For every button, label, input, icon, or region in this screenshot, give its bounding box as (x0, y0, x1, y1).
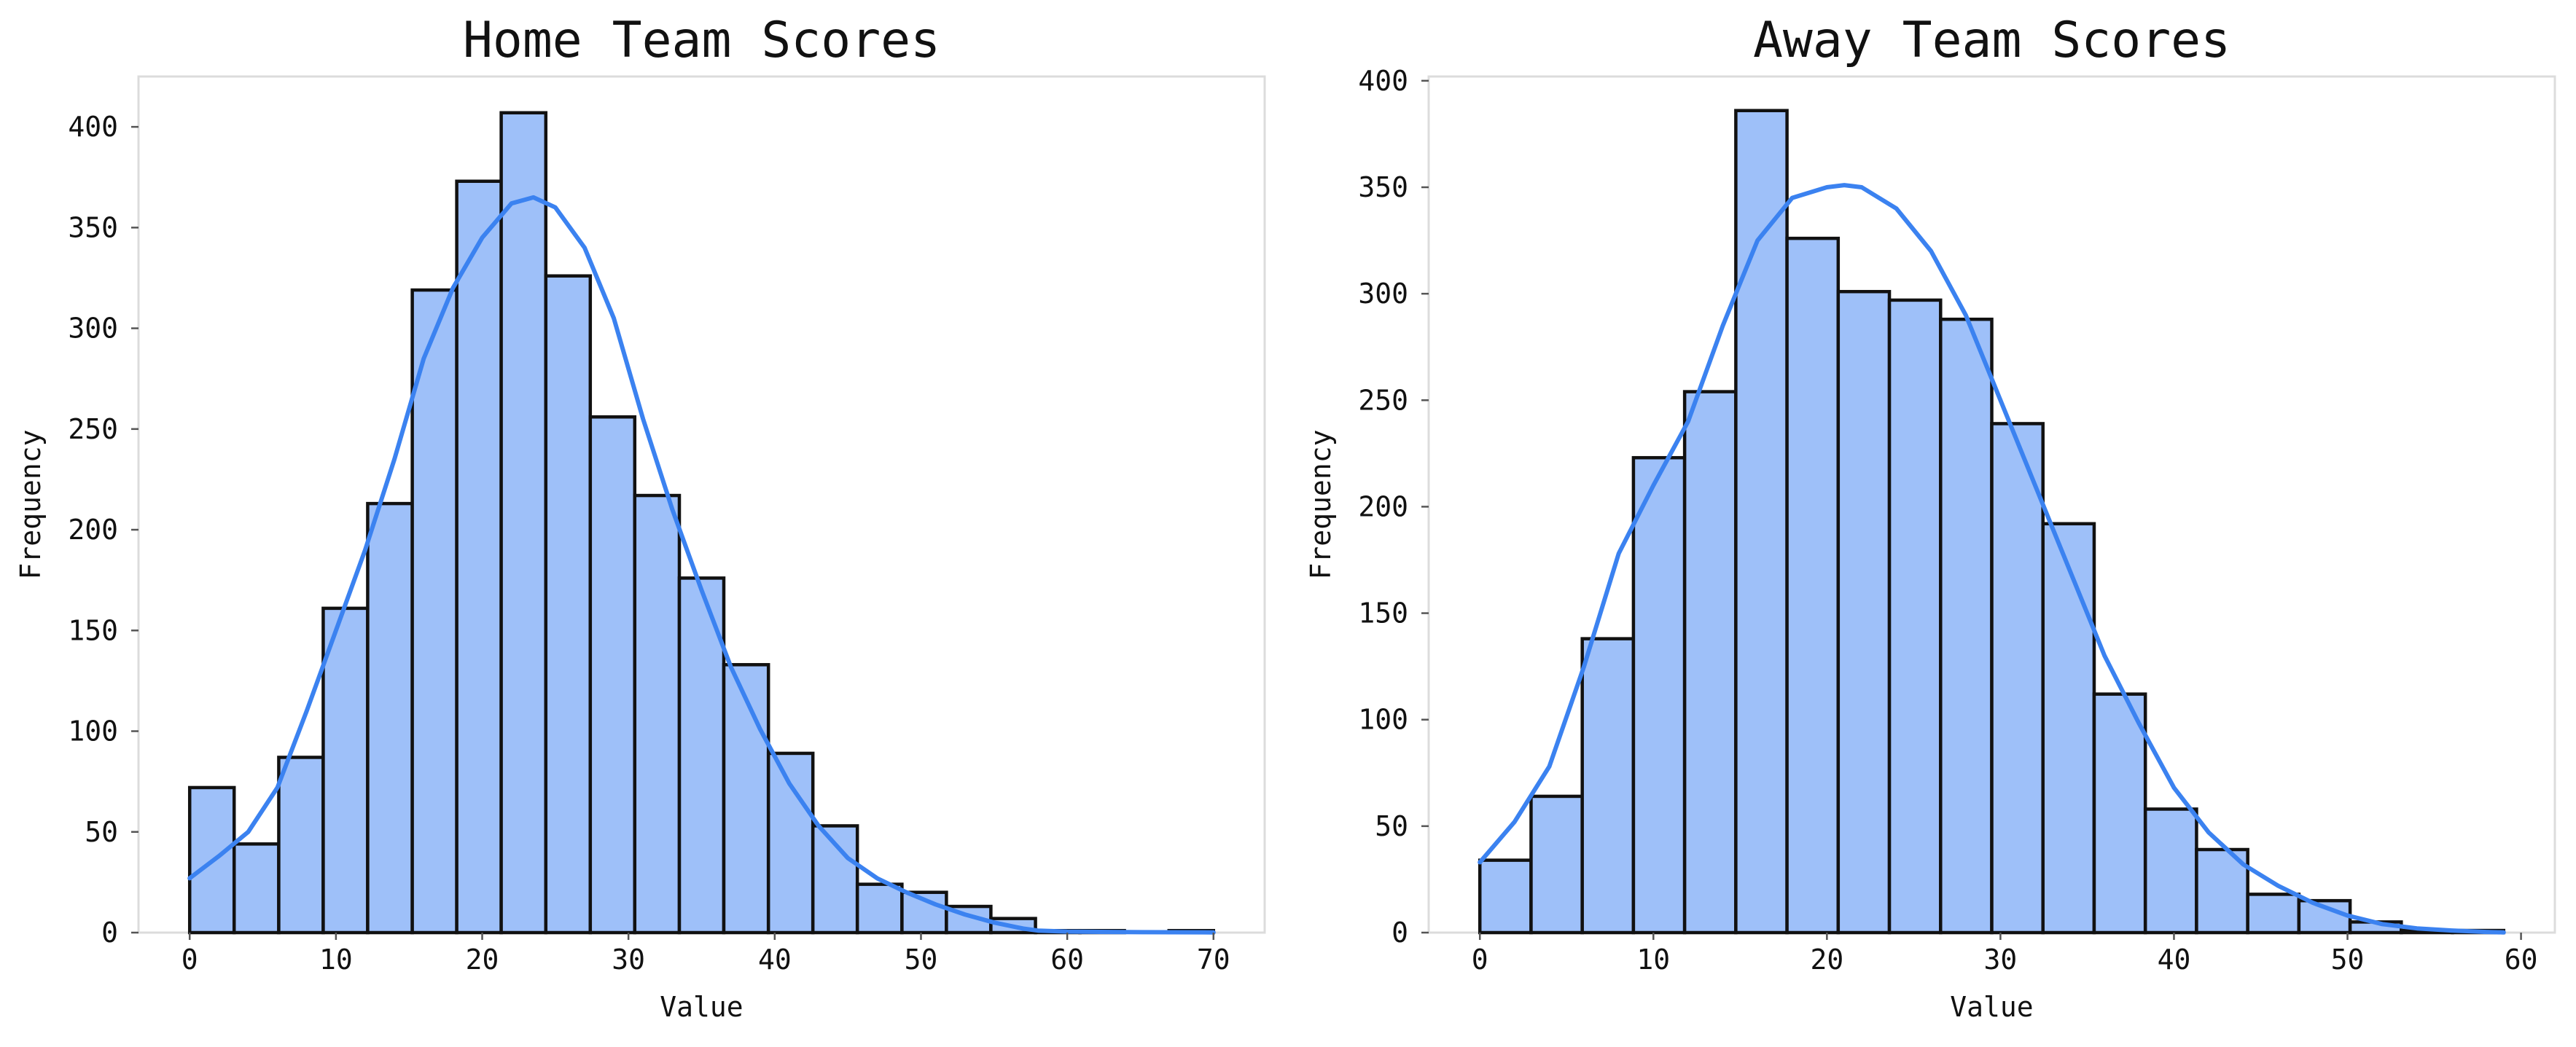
y-tick-label: 50 (85, 816, 118, 848)
y-tick-label: 100 (1358, 704, 1408, 736)
histogram-bar (677, 576, 726, 935)
histogram-bar (1785, 236, 1841, 935)
histogram-bar (2041, 522, 2096, 935)
histogram-bar (455, 179, 503, 935)
histogram-bar (1478, 858, 1533, 935)
x-tick-label: 60 (2505, 944, 2538, 976)
away-team-panel: 0 10 20 30 40 50 60 0 50 100 150 200 250 300 350 400 Awa… (1305, 12, 2556, 1023)
histogram-bar (2246, 893, 2301, 935)
y-tick-label: 350 (68, 211, 118, 243)
histogram-bar (2092, 692, 2147, 935)
chart-title: Away Team Scores (1753, 12, 2230, 69)
histogram-bar (2143, 807, 2198, 935)
histogram-bar (1734, 109, 1789, 935)
histogram-bar (722, 663, 770, 935)
histogram-bar (1887, 298, 1943, 935)
x-tick-label: 10 (1636, 944, 1670, 976)
y-axis-label: Frequency (1305, 430, 1337, 580)
x-tick-label: 20 (1810, 944, 1843, 976)
x-tick-label: 30 (612, 944, 645, 976)
histogram-bar (1580, 637, 1636, 935)
y-tick-label: 150 (1358, 597, 1408, 630)
x-axis-label: Value (660, 991, 743, 1023)
histogram-bar (1529, 794, 1584, 935)
y-tick-label: 300 (1358, 278, 1408, 310)
histogram-bar (187, 785, 236, 935)
x-tick-label: 50 (2331, 944, 2365, 976)
y-tick-label: 50 (1375, 810, 1408, 842)
x-axis-label: Value (1950, 991, 2033, 1023)
x-tick-label: 0 (1472, 944, 1488, 976)
histogram-bar (1682, 390, 1738, 935)
x-tick-label: 40 (2158, 944, 2191, 976)
histogram-bar (232, 842, 281, 935)
histogram-bar (766, 751, 815, 935)
x-tick-label: 30 (1984, 944, 2018, 976)
histogram-bar (1990, 422, 2045, 935)
x-tick-label: 70 (1197, 944, 1230, 976)
y-tick-label: 100 (68, 715, 118, 748)
histogram-bar (321, 606, 370, 935)
y-tick-label: 400 (1358, 65, 1408, 97)
x-tick-label: 0 (182, 944, 198, 976)
y-tick-label: 150 (68, 614, 118, 646)
histogram-bar (1631, 455, 1687, 935)
y-tick-label: 350 (1358, 171, 1408, 203)
histogram-bar (633, 493, 682, 935)
kde-curve (1478, 183, 2506, 935)
y-tick-label: 200 (68, 514, 118, 546)
x-tick-label: 60 (1050, 944, 1084, 976)
histogram-bar (277, 756, 325, 935)
histogram-bar (544, 274, 593, 935)
y-tick-label: 200 (1358, 490, 1408, 522)
y-tick-label: 250 (68, 413, 118, 445)
histogram-bar (588, 415, 637, 935)
histogram-bar (1939, 317, 1994, 935)
histogram-bar (499, 111, 548, 935)
kde-curve (187, 195, 1216, 935)
y-tick-label: 0 (101, 917, 118, 949)
histogram-bar (366, 501, 414, 935)
home-team-panel: 0 10 20 30 40 50 60 70 0 50 100 150 200 250 300 350 400 H… (15, 12, 1266, 1023)
y-axis-label: Frequency (15, 430, 47, 580)
x-tick-label: 40 (758, 944, 792, 976)
x-tick-label: 20 (466, 944, 499, 976)
chart-title: Home Team Scores (463, 12, 940, 69)
y-tick-label: 300 (68, 313, 118, 345)
y-tick-label: 400 (68, 111, 118, 143)
y-tick-label: 0 (1392, 917, 1408, 949)
x-tick-label: 10 (319, 944, 353, 976)
histogram-bar (855, 882, 904, 935)
histogram-bar (1836, 289, 1892, 935)
x-tick-label: 50 (905, 944, 938, 976)
histogram-bar (410, 288, 458, 935)
y-tick-label: 250 (1358, 384, 1408, 416)
